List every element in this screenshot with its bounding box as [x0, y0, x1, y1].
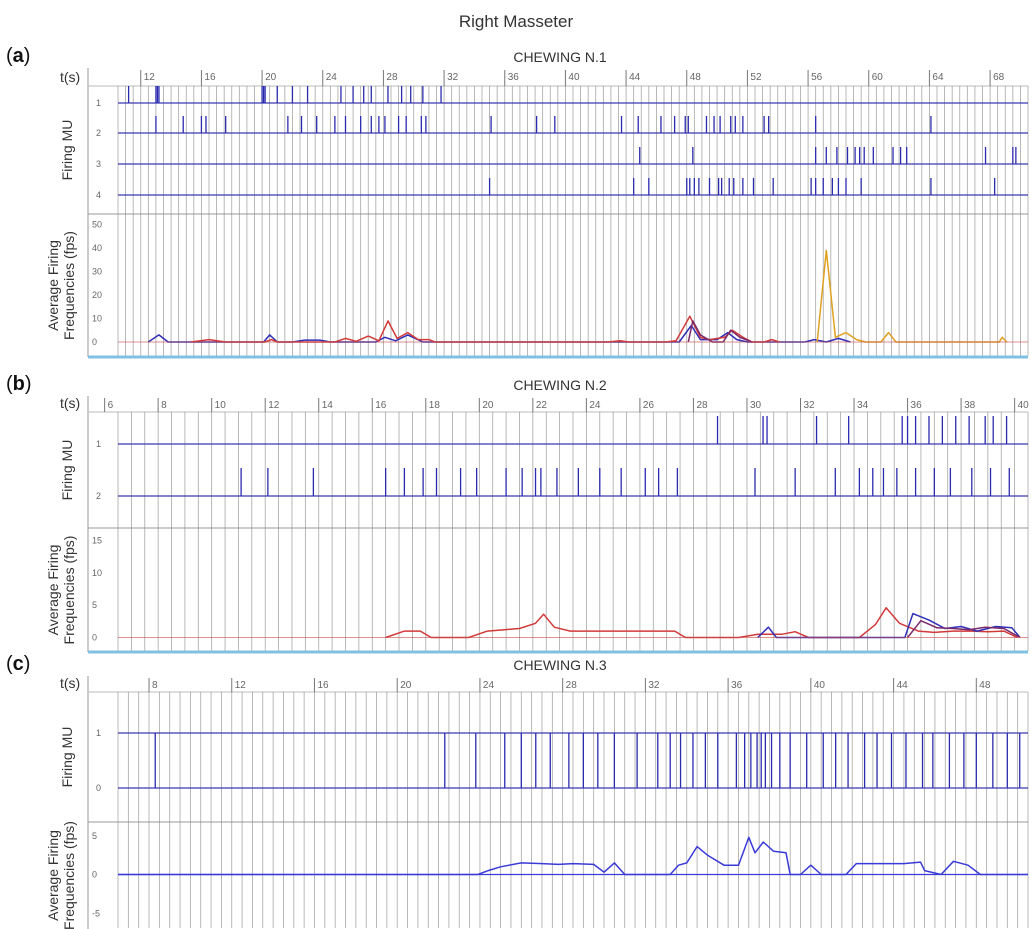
time-tick-label: 10 — [215, 400, 227, 411]
time-tick-label: 18 — [429, 400, 441, 411]
time-tick-label: 28 — [566, 680, 578, 691]
time-tick-label: 20 — [482, 400, 494, 411]
y-tick-label: 0 — [92, 337, 97, 347]
y-tick-label: 0 — [92, 870, 97, 880]
time-tick-label: 44 — [897, 680, 909, 691]
panel-letter: (b) — [6, 373, 32, 395]
panel-c: (c) CHEWING N.3 t(s) 8 12 16 20 24 28 32 36 40 44 48 F… — [6, 653, 1029, 929]
time-tick-label: 24 — [483, 680, 495, 691]
mu-label: 1 — [96, 98, 101, 108]
time-tick-label: 36 — [911, 400, 923, 411]
gridlines — [117, 412, 1029, 651]
time-tick-label: 12 — [144, 72, 156, 83]
frequency-series — [118, 836, 1028, 876]
frequency-series — [687, 320, 753, 343]
time-tick-label: 52 — [750, 72, 762, 83]
panel-letter: (a) — [6, 45, 30, 67]
y-tick-label: 20 — [92, 290, 102, 300]
panel-title: CHEWING N.1 — [513, 49, 607, 65]
time-tick-label: 60 — [872, 72, 884, 83]
mu-label: 3 — [96, 159, 101, 169]
time-tick-label: 22 — [536, 400, 548, 411]
frequency-series — [757, 612, 1021, 639]
time-tick-label: 64 — [932, 72, 944, 83]
y-tick-label: 0 — [92, 633, 97, 643]
time-tick-label: 12 — [235, 680, 247, 691]
figure-title: Right Masseter — [459, 12, 574, 31]
mu-label: 0 — [96, 783, 101, 793]
t-axis-label: t(s) — [60, 675, 80, 691]
y-tick-label: 5 — [92, 831, 97, 841]
time-tick-label: 20 — [400, 680, 412, 691]
time-tick-label: 12 — [268, 400, 280, 411]
frequency-axis-label: Average FiringFrequencies (fps) — [45, 231, 77, 340]
firing-axis-label: Firing MU — [59, 440, 75, 501]
time-tick-label: 32 — [804, 400, 816, 411]
time-tick-label: 36 — [508, 72, 520, 83]
panel-letter: (c) — [6, 653, 30, 675]
mu-label: 2 — [96, 491, 101, 501]
time-tick-label: 8 — [152, 680, 158, 691]
mu-label: 4 — [96, 190, 101, 200]
y-tick-label: -5 — [92, 908, 100, 918]
firing-axis-label: Firing MU — [59, 120, 75, 181]
time-tick-label: 48 — [690, 72, 702, 83]
frequency-axis-label: Average FiringFrequencies (fps) — [45, 536, 77, 645]
time-tick-label: 14 — [322, 400, 334, 411]
frequency-series — [385, 607, 1018, 639]
panels: (a) CHEWING N.1t(s) 12 16 20 24 28 32 36 40 44 48 52… — [6, 45, 1029, 929]
time-tick-label: 40 — [568, 72, 580, 83]
frequency-series — [907, 619, 1021, 639]
y-tick-label: 10 — [92, 568, 102, 578]
time-tick-label: 44 — [629, 72, 641, 83]
time-tick-label: 30 — [750, 400, 762, 411]
time-tick-label: 38 — [964, 400, 976, 411]
y-tick-label: 40 — [92, 243, 102, 253]
panel-b: (b) CHEWING N.2t(s) 6 8 10 12 14 16 18 20 22 24 26 28… — [6, 373, 1030, 654]
time-tick-label: 24 — [589, 400, 601, 411]
mu-label: 2 — [96, 128, 101, 138]
time-tick-label: 8 — [161, 400, 167, 411]
time-tick-label: 6 — [108, 400, 114, 411]
t-axis-label: t(s) — [60, 69, 80, 85]
gridlines — [117, 86, 1029, 356]
panel-a: (a) CHEWING N.1t(s) 12 16 20 24 28 32 36 40 44 48 52… — [6, 45, 1029, 359]
y-tick-label: 5 — [92, 600, 97, 610]
firing-axis-label: Firing MU — [59, 727, 75, 788]
time-tick-label: 20 — [265, 72, 277, 83]
time-tick-label: 28 — [386, 72, 398, 83]
frequency-axis-label: Average FiringFrequencies (fps) — [45, 821, 77, 929]
time-tick-label: 16 — [204, 72, 216, 83]
time-tick-label: 16 — [375, 400, 387, 411]
time-tick-label: 28 — [696, 400, 708, 411]
gridlines — [117, 692, 1029, 928]
time-tick-label: 36 — [731, 680, 743, 691]
time-tick-label: 48 — [979, 680, 991, 691]
y-tick-label: 50 — [92, 220, 102, 230]
mu-label: 1 — [96, 728, 101, 738]
time-tick-label: 34 — [857, 400, 869, 411]
time-tick-label: 32 — [648, 680, 660, 691]
time-tick-label: 26 — [643, 400, 655, 411]
y-tick-label: 30 — [92, 267, 102, 277]
panel-title: CHEWING N.2 — [513, 377, 607, 393]
time-tick-label: 56 — [811, 72, 823, 83]
mu-label: 1 — [96, 439, 101, 449]
time-tick-label: 24 — [326, 72, 338, 83]
time-tick-label: 68 — [993, 72, 1005, 83]
y-tick-label: 10 — [92, 314, 102, 324]
time-tick-label: 32 — [447, 72, 459, 83]
t-axis-label: t(s) — [60, 395, 80, 411]
time-tick-label: 16 — [317, 680, 329, 691]
time-tick-label: 40 — [1018, 400, 1030, 411]
y-tick-label: 15 — [92, 535, 102, 545]
time-tick-label: 40 — [814, 680, 826, 691]
panel-title: CHEWING N.3 — [513, 657, 607, 673]
